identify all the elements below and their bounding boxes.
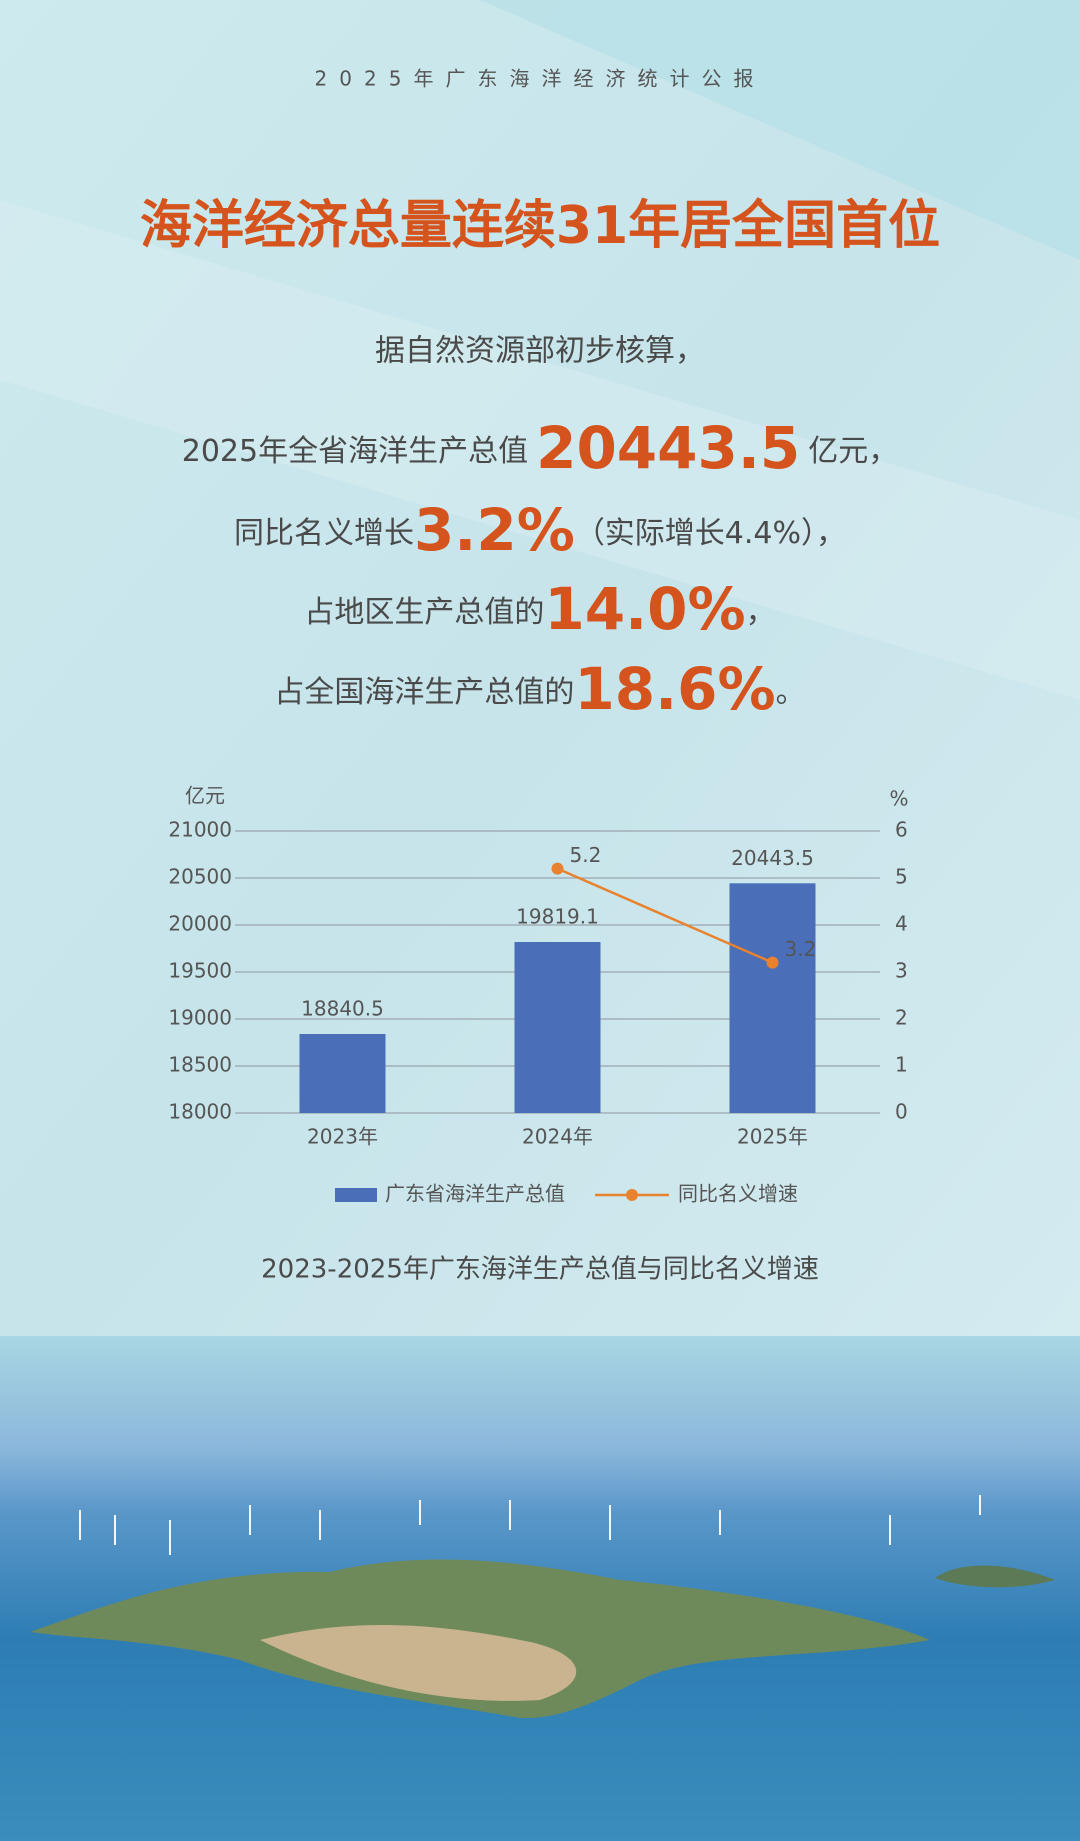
fact-text: 。 xyxy=(776,675,806,710)
legend-label: 同比名义增速 xyxy=(678,1182,798,1206)
line-point xyxy=(766,956,779,969)
fact-text: （实际增长4.4%）， xyxy=(575,516,846,551)
y2-tick-label: 0 xyxy=(895,1100,908,1124)
line xyxy=(556,867,774,964)
line-value-label: 3.2 xyxy=(785,937,817,961)
y2-tick-label: 3 xyxy=(895,959,908,983)
y2-axis-unit: % xyxy=(889,787,908,811)
y2-tick-label: 2 xyxy=(895,1006,908,1030)
legend-swatch xyxy=(335,1188,377,1202)
fact-text: 2025年全省海洋生产总值 xyxy=(182,434,528,469)
chart-caption: 2023-2025年广东海洋生产总值与同比名义增速 xyxy=(261,1255,819,1285)
kicker: 2025年广东海洋经济统计公报 xyxy=(315,67,766,91)
islet xyxy=(935,1565,1055,1588)
island-ground xyxy=(260,1625,577,1701)
intro: 据自然资源部初步核算， xyxy=(375,334,705,369)
y-tick-label: 19000 xyxy=(168,1006,232,1030)
legend-label: 广东省海洋生产总值 xyxy=(385,1182,565,1206)
bar-value-label: 18840.5 xyxy=(301,996,384,1020)
bar-value-label: 19819.1 xyxy=(516,905,599,929)
fact-highlight: 3.2% xyxy=(414,496,575,564)
fact-line: 占全国海洋生产总值的18.6%。 xyxy=(274,655,805,723)
y2-tick-label: 4 xyxy=(895,912,908,936)
y2-tick-label: 6 xyxy=(895,818,908,842)
line-point xyxy=(551,862,564,875)
fact-line: 同比名义增长3.2%（实际增长4.4%）， xyxy=(234,496,846,564)
fact-highlight: 20443.5 xyxy=(536,414,800,482)
y2-tick-label: 5 xyxy=(895,865,908,889)
fact-highlight: 14.0% xyxy=(544,575,745,643)
bar-value-label: 20443.5 xyxy=(731,846,814,870)
x-tick-label: 2024年 xyxy=(522,1125,593,1149)
x-tick-label: 2025年 xyxy=(737,1125,808,1149)
y-tick-label: 21000 xyxy=(168,818,232,842)
fact-text: 亿元， xyxy=(808,434,898,469)
y-tick-label: 18000 xyxy=(168,1100,232,1124)
y-tick-label: 19500 xyxy=(168,959,232,983)
y-axis-unit: 亿元 xyxy=(185,784,225,808)
legend-swatch xyxy=(626,1189,638,1201)
y-tick-label: 20000 xyxy=(168,912,232,936)
fact-text: ， xyxy=(746,595,776,630)
y-tick-label: 18500 xyxy=(168,1053,232,1077)
headline: 海洋经济总量连续31年居全国首位 xyxy=(140,196,940,256)
bar xyxy=(729,883,816,1113)
y-tick-label: 20500 xyxy=(168,865,232,889)
fact-highlight: 18.6% xyxy=(574,655,775,723)
fact-line: 占地区生产总值的14.0%， xyxy=(304,575,775,643)
fact-text: 占地区生产总值的 xyxy=(304,595,544,630)
x-tick-label: 2023年 xyxy=(307,1125,378,1149)
y2-tick-label: 1 xyxy=(895,1053,908,1077)
bar xyxy=(299,1033,386,1113)
decor xyxy=(0,200,1080,700)
fact-line: 2025年全省海洋生产总值 20443.5 亿元， xyxy=(182,414,899,482)
fact-text: 占全国海洋生产总值的 xyxy=(274,675,574,710)
decor xyxy=(480,0,1080,260)
line-value-label: 5.2 xyxy=(570,843,602,867)
bar xyxy=(514,942,601,1113)
turbines xyxy=(79,1495,981,1555)
fact-text: 同比名义增长 xyxy=(234,516,414,551)
